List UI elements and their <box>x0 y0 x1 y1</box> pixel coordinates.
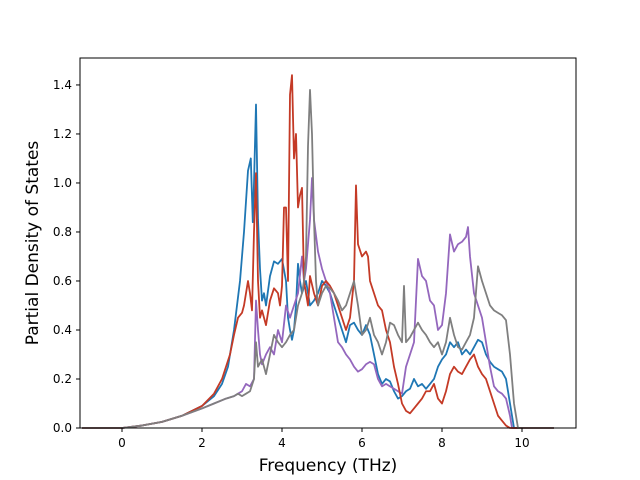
y-tick-label: 1.4 <box>53 78 72 92</box>
y-tick-label: 1.2 <box>53 127 72 141</box>
y-tick-label: 0.8 <box>53 225 72 239</box>
y-axis-label: Partial Density of States <box>23 141 43 346</box>
x-tick-label: 4 <box>278 436 286 450</box>
y-tick-label: 0.0 <box>53 421 72 435</box>
x-tick-label: 10 <box>514 436 529 450</box>
x-tick-label: 2 <box>198 436 206 450</box>
axis-ticks: 0 2 4 6 8 10 0.0 0.2 0.4 0.6 0.8 1.0 1.2 1.4 <box>53 78 530 450</box>
series-line-1 <box>82 103 554 429</box>
y-tick-label: 0.2 <box>53 372 72 386</box>
x-tick-label: 6 <box>358 436 366 450</box>
y-tick-label: 0.6 <box>53 274 72 288</box>
series-lines <box>82 74 554 429</box>
series-line-4 <box>82 88 554 429</box>
x-tick-label: 0 <box>118 436 126 450</box>
plot-frame <box>79 57 577 429</box>
series-line-2 <box>82 177 554 429</box>
y-tick-label: 0.4 <box>53 323 72 337</box>
y-tick-label: 1.0 <box>53 176 72 190</box>
x-tick-label: 8 <box>438 436 446 450</box>
x-axis-label: Frequency (THz) <box>259 456 398 476</box>
